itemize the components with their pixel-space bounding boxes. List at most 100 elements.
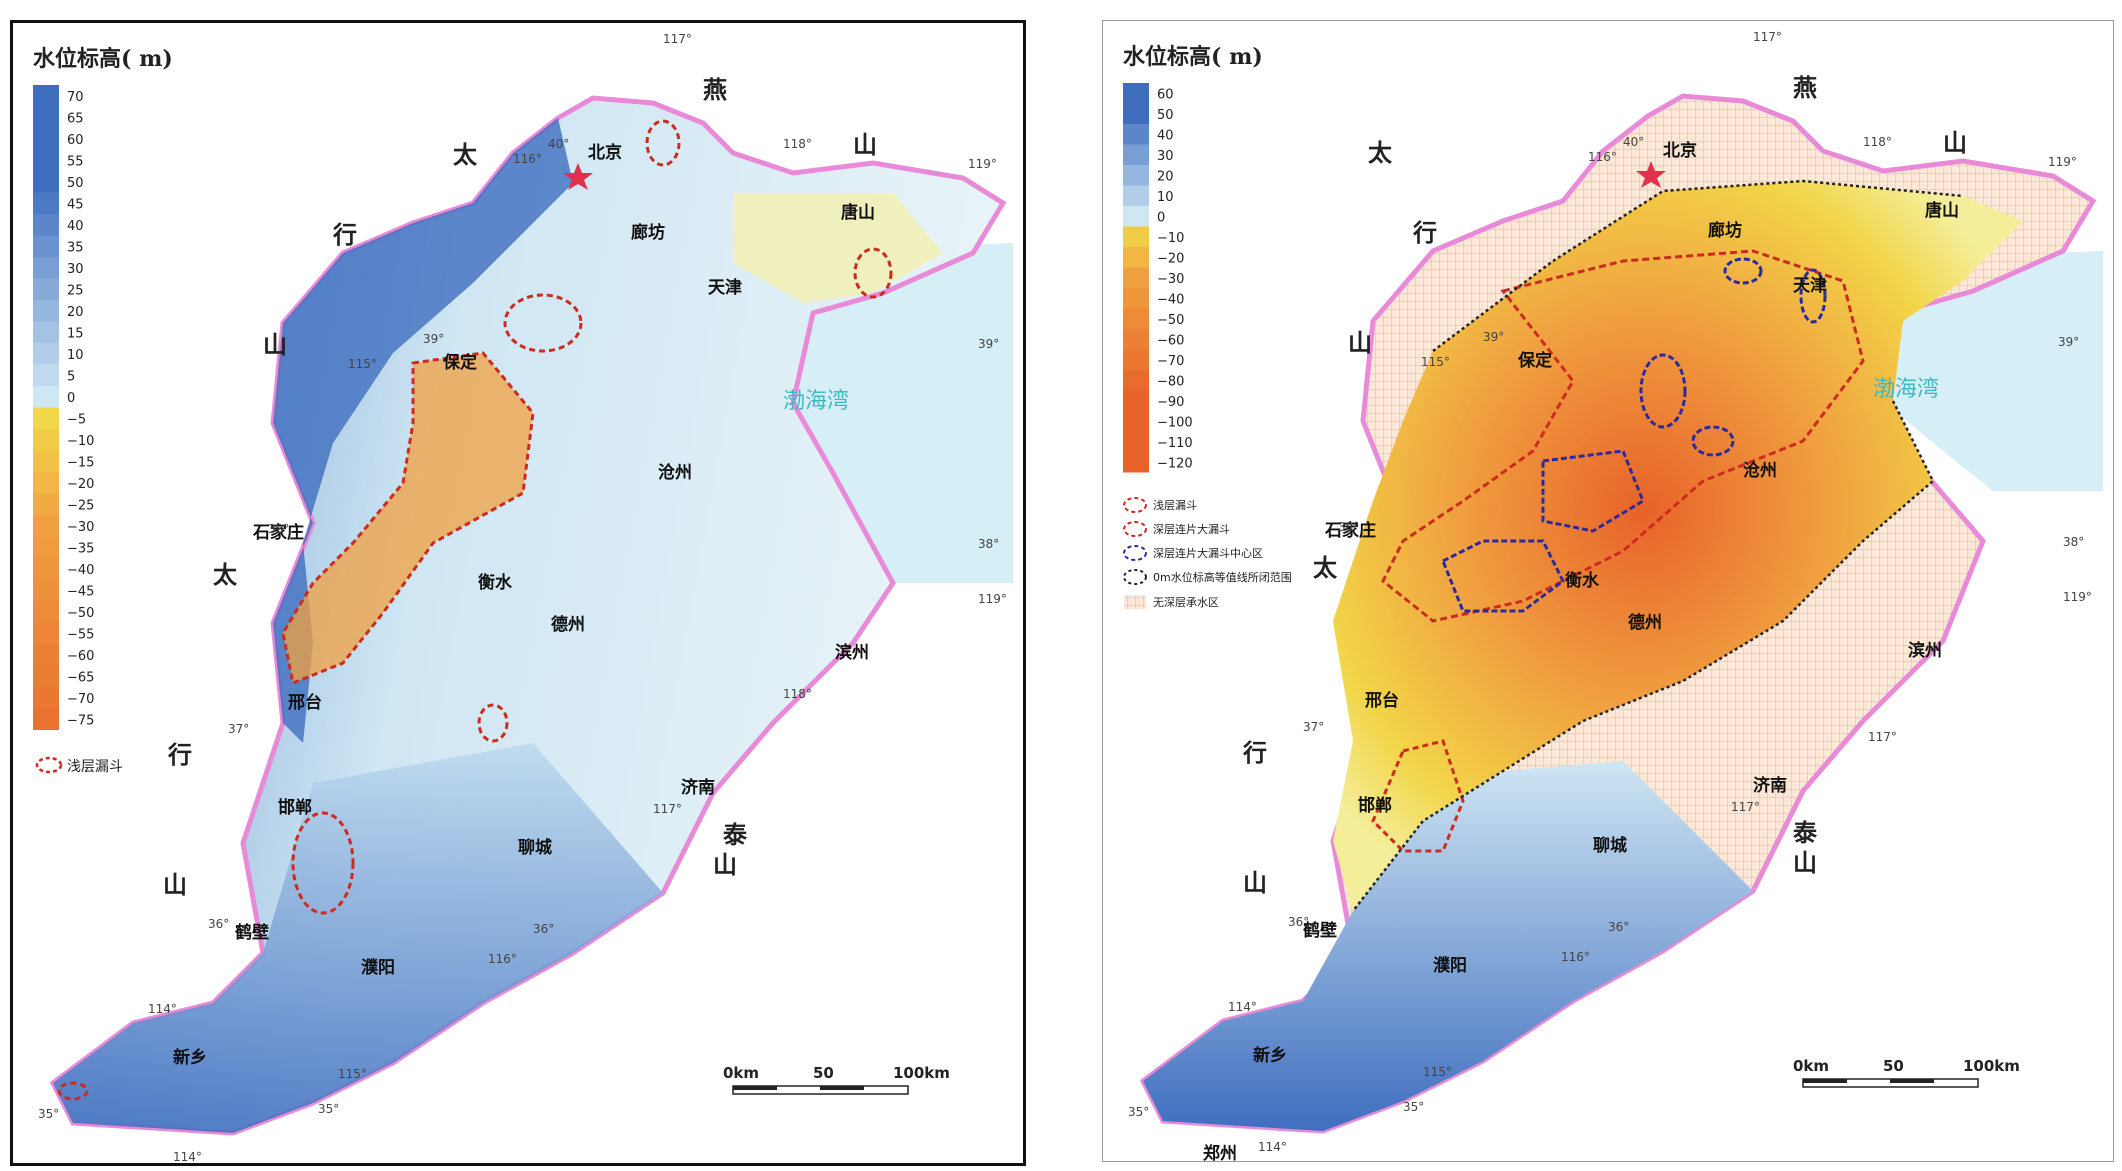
right-sea-area [1863, 251, 2103, 491]
legend-level-label: 10 [1157, 190, 1174, 205]
scale-label: 100km [1963, 1057, 2020, 1075]
city-label: 沧州 [1743, 460, 1777, 481]
legend-level-label: 60 [67, 133, 84, 148]
legend-level-label: 50 [67, 176, 84, 191]
right-legend-labels: 60 50 40 30 20 10 0 −10 −20 −30 −40 −50 −60 −70 −80 −90… [1157, 87, 1193, 471]
legend-color-swatch [33, 644, 59, 666]
city-label: 济南 [1753, 775, 1787, 796]
legend-level-label: −20 [67, 477, 94, 492]
city-label: 石家庄 [1324, 520, 1376, 541]
mountain-char: 山 [263, 330, 287, 359]
coord-label: 117° [1731, 800, 1760, 814]
legend-level-label: 30 [67, 262, 84, 277]
coord-label: 119° [978, 592, 1007, 606]
left-legend-colorbar [33, 85, 59, 730]
left-funnel-outline [645, 119, 681, 167]
city-label: 滨州 [1908, 640, 1942, 661]
coord-label: 36° [533, 922, 554, 936]
left-south-blue [53, 743, 663, 1133]
legend-color-swatch [33, 601, 59, 623]
legend-color-swatch [33, 149, 59, 171]
legend-color-swatch [1123, 83, 1149, 104]
coord-label: 38° [268, 522, 289, 536]
coord-label: 39° [423, 332, 444, 346]
legend-level-label: −80 [1157, 374, 1184, 389]
coord-label: 117° [653, 802, 682, 816]
right-shallow-funnel-outline [1371, 739, 1465, 853]
legend-level-label: 60 [1157, 87, 1174, 102]
legend-color-swatch [33, 235, 59, 257]
legend-level-label: −10 [67, 434, 94, 449]
mountain-char: 行 [332, 220, 357, 249]
mountain-char: 太 [453, 140, 478, 169]
mountain-char: 山 [1243, 868, 1267, 897]
city-label: 天津 [708, 277, 742, 298]
coord-label: 115° [1423, 1065, 1452, 1079]
scale-label: 100km [893, 1064, 950, 1082]
legend-color-swatch [1123, 452, 1149, 473]
legend-level-label: 45 [67, 198, 84, 213]
right-center-zone [1541, 449, 1645, 533]
city-label: 石家庄 [252, 522, 304, 543]
left-scale-bar: 0km 50 100km [723, 1064, 950, 1095]
legend-level-label: 50 [1157, 108, 1174, 123]
coord-label: 118° [1863, 135, 1892, 149]
legend-level-label: 0 [1157, 210, 1165, 225]
right-center-zone [1691, 425, 1735, 457]
city-label: 鹤壁 [1303, 920, 1337, 941]
city-label: 德州 [551, 614, 585, 635]
left-funnel-outline [57, 1081, 89, 1101]
legend-color-swatch [33, 708, 59, 730]
city-label: 濮阳 [1433, 955, 1467, 976]
right-scale-bar: 0km 50 100km [1793, 1057, 2020, 1088]
legend-color-swatch [33, 321, 59, 343]
right-legend-title: 水位标高( m) [1123, 44, 1263, 70]
legend-symbol-label: 无深层承水区 [1153, 596, 1219, 609]
left-legend-funnel-symbol [35, 756, 63, 774]
legend-level-label: −20 [1157, 251, 1184, 266]
legend-level-label: −60 [67, 649, 94, 664]
legend-color-swatch [33, 622, 59, 644]
legend-level-label: −45 [67, 585, 94, 600]
legend-color-swatch [33, 192, 59, 214]
legend-color-swatch [1123, 206, 1149, 227]
legend-color-swatch [33, 278, 59, 300]
legend-level-label: −50 [67, 606, 94, 621]
legend-color-swatch [33, 257, 59, 279]
coord-label: 39° [978, 337, 999, 351]
legend-color-swatch [33, 171, 59, 193]
legend-symbol-center-zone [1123, 545, 1147, 561]
legend-color-swatch [1123, 329, 1149, 350]
coord-label: 39° [2058, 335, 2079, 349]
city-label: 沧州 [658, 462, 692, 483]
right-zero-contour [1352, 179, 1964, 912]
legend-symbol-label: 0m水位标高等值线所闭范围 [1153, 570, 1292, 584]
legend-level-label: −100 [1157, 415, 1193, 430]
legend-level-label: 40 [67, 219, 84, 234]
city-label: 衡水 [1565, 570, 1600, 591]
legend-level-label: 20 [1157, 169, 1174, 184]
legend-color-swatch [1123, 144, 1149, 165]
coord-label: 117° [663, 32, 692, 46]
coord-label: 114° [173, 1150, 202, 1163]
coord-label: 35° [38, 1107, 59, 1121]
left-west-blue [273, 118, 573, 743]
legend-level-label: 10 [67, 348, 84, 363]
city-label: 聊城 [518, 837, 552, 858]
coord-label: 35° [318, 1102, 339, 1116]
coord-label: 119° [968, 157, 997, 171]
left-funnel-zone [283, 353, 533, 683]
coord-label: 37° [228, 722, 249, 736]
legend-level-label: −40 [67, 563, 94, 578]
legend-color-swatch [1123, 165, 1149, 186]
left-legend-title: 水位标高( m) [33, 46, 173, 72]
left-funnel-outline [853, 247, 893, 299]
coord-label: 114° [1228, 1000, 1257, 1014]
city-label: 保定 [442, 352, 477, 373]
legend-level-label: 40 [1157, 128, 1174, 143]
legend-level-label: −110 [1157, 436, 1193, 451]
right-map-svg: 60 50 40 30 20 10 0 −10 −20 −30 −40 −50 −60 −70 −80 −90… [1123, 30, 2103, 1161]
legend-color-swatch [33, 558, 59, 580]
mountain-char: 泰 [723, 820, 748, 849]
left-legend-symbol-label: 浅层漏斗 [67, 759, 123, 775]
